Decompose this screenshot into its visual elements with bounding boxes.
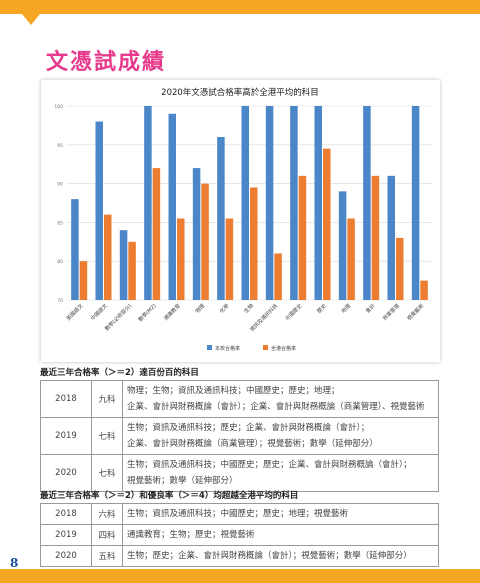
row-subject-count: 六科	[91, 503, 123, 525]
x-tick-label: 地理	[339, 301, 353, 315]
table-row: 2020 五科 生物；歷史；企業、會計與財務概論（會計）；視覺藝術；數學（延伸部分）	[40, 545, 439, 567]
y-tick-label: 85	[57, 220, 63, 226]
bar-school	[144, 106, 152, 300]
bar-school	[168, 113, 176, 300]
row-subject-count: 四科	[91, 524, 123, 546]
row-subject-count: 七科	[91, 417, 123, 455]
x-tick-label: 中國歷史	[283, 302, 303, 322]
bar-hk	[347, 218, 355, 300]
row-year: 2020	[40, 545, 92, 567]
bar-hk	[274, 253, 282, 300]
y-tick-label: 90	[57, 182, 63, 188]
bar-hk	[396, 237, 404, 300]
x-tick-label: 中國語文	[89, 301, 110, 322]
row-subjects: 生物；歷史；企業、會計與財務概論（會計）；視覺藝術；數學（延伸部分）	[122, 545, 439, 567]
bar-school	[363, 106, 371, 300]
subject-line: 物理；生物；資訊及通訊科技；中國歷史；歷史；地理；	[127, 386, 340, 396]
x-tick-label: 通識教育	[162, 302, 182, 322]
section2-title: 最近三年合格率（＞＝2）和優良率（＞＝4）均超越全港平均的科目	[40, 491, 299, 501]
y-tick-label: 100	[54, 104, 63, 110]
subject-line: 視覺藝術；數學（延伸部分）	[127, 476, 238, 486]
table-row: 2018 九科 物理；生物；資訊及通訊科技；中國歷史；歷史；地理； 企業、會計與財務概…	[40, 380, 439, 418]
bar-school	[217, 137, 225, 300]
bar-school	[192, 168, 201, 300]
subject-line: 生物；資訊及通訊科技；歷史；企業、會計與財務概論（會計）；	[127, 423, 370, 433]
page-heading: 文憑試成績	[46, 50, 167, 75]
y-tick-label: 95	[57, 143, 63, 149]
table-row: 2019 七科 生物；資訊及通訊科技；歷史；企業、會計與財務概論（會計）； 企業、會計…	[40, 417, 439, 455]
y-tick-label: 70	[57, 298, 63, 304]
bar-school	[119, 230, 128, 300]
subject-line: 生物；歷史；企業、會計與財務概論（會計）；視覺藝術；數學（延伸部分）	[127, 551, 412, 561]
bar-school	[411, 106, 420, 300]
bar-school	[95, 121, 103, 300]
x-tick-label: 會計	[364, 302, 377, 315]
bar-hk	[323, 148, 331, 300]
page-number: 8	[10, 556, 19, 570]
row-subjects: 通識教育；生物；歷史；視覺藝術	[122, 524, 439, 546]
top-accent-notch	[22, 14, 40, 25]
row-year: 2018	[40, 503, 92, 525]
x-tick-label: 物理	[193, 301, 207, 315]
y-tick-label: 80	[57, 259, 63, 265]
bar-hk	[225, 218, 234, 300]
x-tick-label: 歷史	[315, 302, 328, 315]
table-row: 2020 七科 生物；資訊及通訊科技；中國歷史；歷史；企業、會計與財務概論（會計）；…	[40, 454, 439, 492]
legend-swatch-hk	[263, 345, 268, 350]
row-subject-count: 五科	[91, 545, 123, 567]
row-subject-count: 九科	[91, 380, 123, 418]
bar-hk	[298, 175, 307, 300]
row-subjects: 生物；資訊及通訊科技；中國歷史；歷史；地理；視覺藝術	[122, 503, 439, 525]
x-tick-label: 視覺藝術	[405, 302, 425, 322]
chart-panel: 2020年文憑試合格率高於全港平均的科目 70 80 85 90 95 100 英國語文 中國語…	[41, 80, 440, 362]
row-year: 2019	[40, 417, 92, 455]
row-year: 2019	[40, 524, 92, 546]
subject-line: 生物；資訊及通訊科技；中國歷史；歷史；企業、會計與財務概論（會計）；	[127, 460, 412, 470]
subject-line: 生物；資訊及通訊科技；中國歷史；歷史；地理；視覺藝術	[127, 509, 349, 519]
bar-school	[290, 106, 298, 300]
row-year: 2018	[40, 380, 92, 418]
bar-school	[338, 191, 347, 300]
chart-title: 2020年文憑試合格率高於全港平均的科目	[161, 87, 319, 98]
bar-hk	[371, 175, 380, 300]
subject-line: 通識教育；生物；歷史；視覺藝術	[127, 530, 255, 540]
table-row: 2019 四科 通識教育；生物；歷史；視覺藝術	[40, 524, 439, 546]
row-year: 2020	[40, 454, 92, 492]
bar-hk	[79, 261, 88, 300]
section1-table: 2018 九科 物理；生物；資訊及通訊科技；中國歷史；歷史；地理； 企業、會計與財務概…	[40, 380, 439, 492]
bar-school	[387, 175, 395, 300]
table-row: 2018 六科 生物；資訊及通訊科技；中國歷史；歷史；地理；視覺藝術	[40, 503, 439, 525]
bar-hk	[128, 241, 136, 300]
bar-hk	[152, 168, 161, 300]
bottom-accent-bar	[0, 569, 480, 583]
bar-hk	[201, 183, 209, 300]
legend-label-school: 本校合格率	[215, 345, 240, 352]
row-subject-count: 七科	[91, 454, 123, 492]
bar-hk	[250, 187, 258, 300]
subject-line: 企業、會計與財務概論（商業管理）；視覺藝術；數學（延伸部分）	[127, 439, 378, 449]
bar-hk	[104, 214, 112, 300]
bar-school	[265, 106, 274, 300]
row-subjects: 生物；資訊及通訊科技；歷史；企業、會計與財務概論（會計）； 企業、會計與財務概論（…	[122, 417, 439, 455]
x-tick-label: 英國語文	[64, 301, 85, 322]
legend-swatch-school	[207, 345, 212, 350]
row-subjects: 物理；生物；資訊及通訊科技；中國歷史；歷史；地理； 企業、會計與財務概論（會計）；…	[122, 380, 439, 418]
x-tick-label: 生物	[242, 302, 255, 315]
legend-label-hk: 全港合格率	[271, 345, 296, 352]
subject-line: 企業、會計與財務概論（會計）；企業、會計與財務概論（商業管理）、視覺藝術	[127, 402, 425, 412]
x-tick-label: 數學(M2)	[136, 302, 157, 323]
pass-rate-bar-chart: 2020年文憑試合格率高於全港平均的科目 70 80 85 90 95 100 英國語文 中國語…	[54, 87, 432, 352]
bar-hk	[420, 280, 428, 300]
x-tick-label: 化學	[218, 302, 231, 315]
bar-school	[71, 199, 79, 300]
row-subjects: 生物；資訊及通訊科技；中國歷史；歷史；企業、會計與財務概論（會計）； 視覺藝術；數…	[122, 454, 439, 492]
bar-school	[314, 106, 322, 300]
bar-school	[241, 106, 249, 300]
top-accent-bar	[0, 0, 480, 14]
section1-title: 最近三年合格率（＞＝2）達百份百的科目	[40, 368, 199, 378]
bar-hk	[177, 218, 185, 300]
section2-table: 2018 六科 生物；資訊及通訊科技；中國歷史；歷史；地理；視覺藝術 2019 四科 通識…	[40, 503, 439, 567]
x-tick-label: 商業管理	[381, 301, 402, 322]
